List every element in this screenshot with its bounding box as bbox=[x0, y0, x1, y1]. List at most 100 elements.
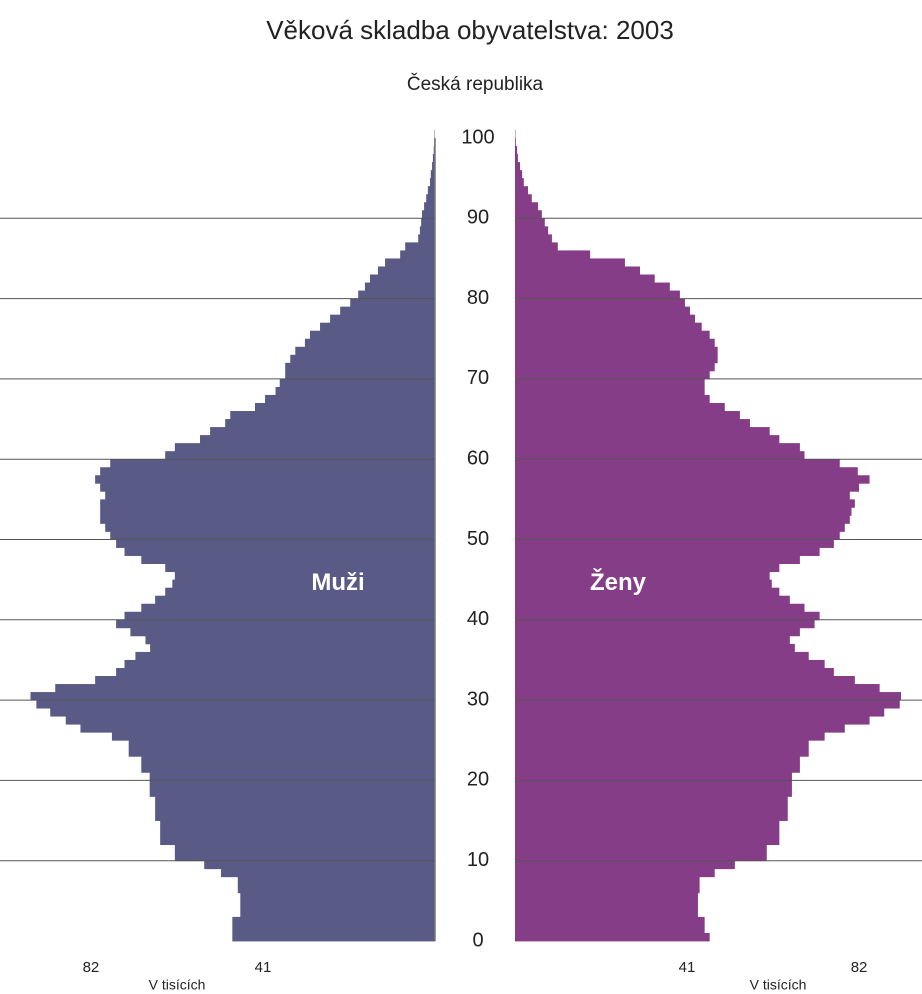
bar bbox=[130, 627, 435, 637]
bar bbox=[429, 178, 435, 187]
bar bbox=[128, 748, 435, 757]
bar bbox=[240, 908, 435, 918]
bar bbox=[225, 419, 435, 428]
bar bbox=[254, 402, 435, 412]
bar bbox=[515, 804, 788, 813]
bar bbox=[515, 154, 518, 163]
bar bbox=[515, 684, 880, 693]
bar bbox=[364, 282, 435, 291]
bar bbox=[320, 322, 435, 332]
bar bbox=[100, 507, 436, 516]
bar bbox=[515, 555, 800, 564]
bar bbox=[30, 692, 436, 701]
bar bbox=[515, 643, 795, 653]
bar bbox=[304, 338, 435, 348]
bar bbox=[515, 451, 805, 460]
bar bbox=[141, 555, 435, 564]
bar bbox=[515, 146, 518, 155]
bar bbox=[100, 483, 436, 492]
bar bbox=[149, 772, 435, 781]
bar bbox=[515, 724, 845, 733]
bar bbox=[265, 394, 435, 404]
y-tick-label: 20 bbox=[467, 769, 489, 791]
series-label: Ženy bbox=[590, 568, 647, 596]
bar bbox=[515, 611, 820, 621]
bar bbox=[515, 876, 700, 886]
bar bbox=[430, 170, 435, 179]
bar bbox=[237, 884, 435, 894]
bar bbox=[515, 916, 705, 926]
bar bbox=[515, 692, 902, 701]
bar bbox=[105, 523, 435, 532]
bar bbox=[515, 700, 900, 709]
bar bbox=[515, 258, 625, 267]
x-tick-label: 41 bbox=[255, 959, 272, 976]
bar bbox=[515, 411, 740, 420]
bar bbox=[515, 394, 710, 404]
bar bbox=[141, 756, 435, 765]
bar bbox=[100, 499, 436, 508]
bar bbox=[400, 250, 435, 259]
bar bbox=[515, 314, 696, 324]
bar bbox=[36, 700, 435, 709]
bar bbox=[232, 916, 435, 926]
bar bbox=[515, 338, 715, 348]
bar bbox=[515, 467, 858, 476]
bar bbox=[155, 812, 435, 821]
bar bbox=[105, 491, 435, 500]
bar bbox=[515, 868, 715, 878]
bar bbox=[515, 242, 558, 251]
bar bbox=[515, 186, 529, 195]
bar bbox=[515, 563, 780, 573]
x-tick-label: 82 bbox=[83, 959, 100, 976]
y-tick-label: 30 bbox=[467, 688, 489, 710]
bar bbox=[124, 659, 435, 669]
bar bbox=[515, 330, 710, 340]
bar bbox=[95, 475, 435, 484]
bar bbox=[150, 643, 435, 653]
bar bbox=[124, 611, 435, 621]
bar bbox=[515, 667, 834, 677]
bar bbox=[515, 812, 788, 821]
bar bbox=[515, 884, 700, 894]
bar bbox=[340, 306, 435, 316]
y-tick-label: 70 bbox=[467, 367, 489, 389]
bar bbox=[424, 202, 435, 211]
bar bbox=[515, 491, 850, 500]
bar bbox=[55, 684, 436, 693]
bar bbox=[515, 266, 641, 275]
bar bbox=[421, 210, 435, 219]
x-tick-label: 41 bbox=[679, 959, 696, 976]
bar bbox=[515, 459, 840, 468]
bar bbox=[174, 571, 436, 581]
bar bbox=[515, 178, 524, 187]
bar bbox=[290, 354, 435, 364]
bar bbox=[95, 676, 435, 685]
bar bbox=[515, 483, 860, 492]
bar bbox=[116, 667, 435, 677]
bar bbox=[405, 242, 435, 251]
bar bbox=[141, 764, 435, 773]
bar bbox=[515, 619, 815, 629]
bar bbox=[515, 603, 805, 613]
bar bbox=[141, 603, 435, 613]
bar bbox=[515, 362, 715, 372]
bar bbox=[230, 411, 435, 420]
bar bbox=[100, 467, 436, 476]
y-tick-label: 10 bbox=[467, 849, 489, 871]
bar bbox=[515, 860, 735, 870]
bar bbox=[515, 828, 780, 838]
bar bbox=[515, 932, 710, 942]
bar bbox=[515, 780, 792, 789]
chart-subtitle: Česká republika bbox=[407, 73, 544, 95]
bar bbox=[515, 507, 852, 516]
bar bbox=[385, 258, 435, 267]
y-tick-label: 40 bbox=[467, 608, 489, 630]
bar bbox=[515, 756, 800, 765]
bar bbox=[165, 587, 436, 597]
bar bbox=[515, 539, 834, 548]
bar bbox=[515, 378, 705, 388]
bar bbox=[515, 322, 702, 332]
bar bbox=[515, 844, 767, 854]
bar bbox=[160, 828, 435, 838]
